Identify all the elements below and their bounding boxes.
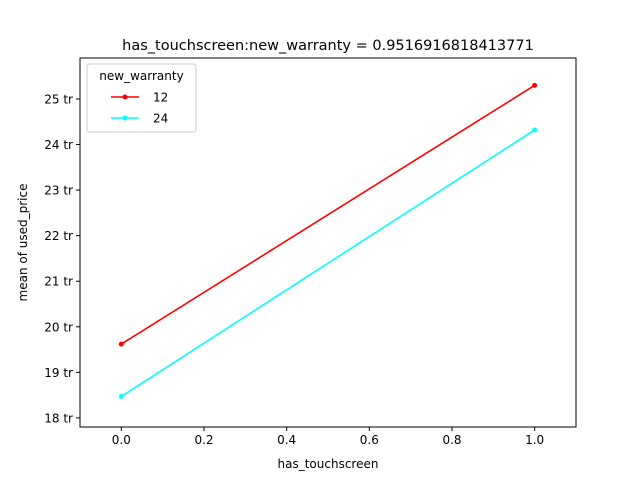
legend-marker-24 [122, 115, 128, 121]
legend-label-24: 24 [153, 112, 168, 126]
y-axis: 18 tr 19 tr 20 tr 21 tr 22 tr 23 tr 24 tr 25 tr [44, 93, 80, 425]
x-tick-label: 0.4 [277, 433, 296, 447]
chart-title: has_touchscreen:new_warranty = 0.9516916… [122, 38, 534, 54]
x-axis: 0.0 0.2 0.4 0.6 0.8 1.0 [112, 427, 544, 447]
x-tick-label: 0.8 [442, 433, 461, 447]
y-axis-title: mean of used_price [16, 184, 30, 302]
y-tick-label: 24 tr [44, 138, 73, 152]
legend-title: new_warranty [99, 69, 183, 83]
series-line-12 [120, 84, 536, 345]
x-tick-label: 0.2 [194, 433, 213, 447]
x-axis-title: has_touchscreen [278, 457, 379, 471]
y-tick-label: 21 tr [44, 275, 73, 289]
x-tick-label: 0.6 [360, 433, 379, 447]
data-point-12 [118, 341, 124, 347]
series-line-24 [120, 129, 536, 398]
legend-label-12: 12 [153, 91, 168, 105]
plot-area-frame [79, 57, 577, 428]
data-point-24 [532, 127, 538, 133]
x-tick-label: 1.0 [525, 433, 544, 447]
series-layer [118, 82, 538, 399]
legend-marker-12 [122, 94, 128, 100]
legend: new_warranty 12 24 [86, 63, 197, 133]
y-tick-label: 18 tr [44, 411, 73, 425]
y-tick-label: 19 tr [44, 366, 73, 380]
x-tick-label: 0.0 [112, 433, 131, 447]
y-tick-label: 25 tr [44, 93, 73, 107]
data-point-12 [532, 82, 538, 88]
y-tick-label: 22 tr [44, 229, 73, 243]
legend-box [86, 63, 197, 133]
y-tick-label: 23 tr [44, 184, 73, 198]
y-tick-label: 20 tr [44, 320, 73, 334]
data-point-24 [118, 393, 124, 399]
legend-entries: 12 24 [111, 91, 168, 126]
